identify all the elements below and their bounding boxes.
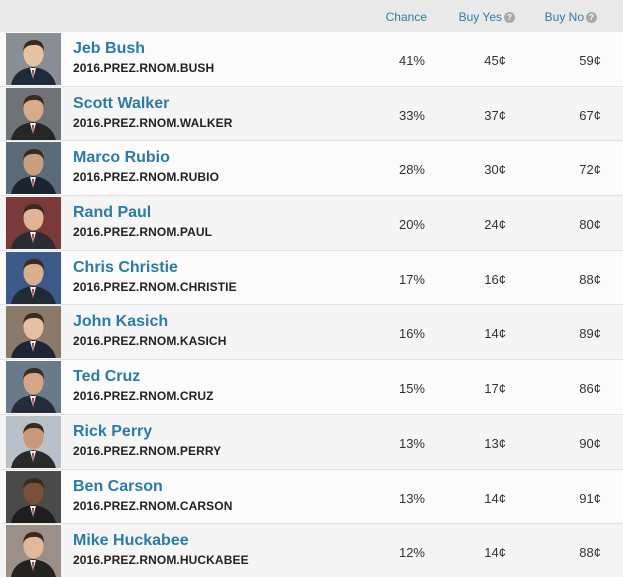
table-row[interactable]: Ted Cruz 2016.PREZ.RNOM.CRUZ 15% 17¢ 86¢ bbox=[0, 360, 623, 415]
contract-ticker: 2016.PREZ.RNOM.WALKER bbox=[73, 115, 233, 130]
buy-no-price[interactable]: 86¢ bbox=[579, 381, 601, 397]
contract-ticker: 2016.PREZ.RNOM.CHRISTIE bbox=[73, 279, 237, 294]
candidate-photo bbox=[6, 197, 61, 250]
table-header: Chance Buy Yes? Buy No? bbox=[0, 0, 623, 32]
buy-yes-price[interactable]: 24¢ bbox=[484, 217, 506, 233]
avatar bbox=[6, 87, 61, 140]
candidate-photo bbox=[6, 361, 61, 414]
table-row[interactable]: Rick Perry 2016.PREZ.RNOM.PERRY 13% 13¢ … bbox=[0, 414, 623, 470]
candidate-name-link[interactable]: Mike Huckabee bbox=[73, 532, 189, 550]
buy-yes-price[interactable]: 14¢ bbox=[484, 326, 506, 342]
candidate-name-link[interactable]: Scott Walker bbox=[73, 94, 170, 112]
table-row[interactable]: Jeb Bush 2016.PREZ.RNOM.BUSH 41% 45¢ 59¢ bbox=[0, 32, 623, 87]
chance-value: 15% bbox=[398, 381, 425, 397]
buy-no-price[interactable]: 59¢ bbox=[579, 53, 601, 68]
chance-value: 13% bbox=[398, 490, 425, 506]
table-body: Jeb Bush 2016.PREZ.RNOM.BUSH 41% 45¢ 59¢… bbox=[0, 32, 623, 577]
avatar bbox=[6, 197, 61, 250]
column-header-buy-yes[interactable]: Buy Yes? bbox=[459, 10, 515, 24]
avatar bbox=[6, 470, 61, 523]
contract-ticker: 2016.PREZ.RNOM.RUBIO bbox=[73, 170, 220, 185]
candidate-photo bbox=[6, 415, 61, 468]
buy-no-price[interactable]: 88¢ bbox=[579, 271, 601, 287]
column-header-chance[interactable]: Chance bbox=[385, 10, 427, 24]
chance-value: 17% bbox=[398, 271, 425, 287]
avatar bbox=[6, 525, 61, 577]
column-header-buy-no-label: Buy No bbox=[544, 10, 584, 24]
avatar bbox=[6, 361, 61, 414]
chance-value: 12% bbox=[398, 545, 425, 561]
buy-yes-price[interactable]: 14¢ bbox=[484, 545, 506, 561]
chance-value: 41% bbox=[398, 53, 425, 68]
buy-no-price[interactable]: 90¢ bbox=[579, 435, 601, 451]
buy-yes-price[interactable]: 17¢ bbox=[484, 381, 506, 397]
column-header-buy-no[interactable]: Buy No? bbox=[545, 10, 597, 24]
candidate-name-link[interactable]: Ted Cruz bbox=[73, 368, 141, 386]
chance-value: 16% bbox=[398, 326, 425, 342]
buy-yes-price[interactable]: 14¢ bbox=[484, 490, 506, 506]
candidate-photo bbox=[6, 306, 61, 359]
buy-no-price[interactable]: 72¢ bbox=[579, 162, 601, 178]
candidate-photo bbox=[6, 470, 61, 523]
avatar bbox=[6, 33, 61, 85]
contract-ticker: 2016.PREZ.RNOM.PERRY bbox=[73, 443, 222, 458]
candidate-photo bbox=[6, 87, 61, 140]
help-icon[interactable]: ? bbox=[504, 12, 515, 23]
candidate-name-link[interactable]: Marco Rubio bbox=[73, 149, 170, 167]
avatar bbox=[6, 251, 61, 304]
table-row[interactable]: Chris Christie 2016.PREZ.RNOM.CHRISTIE 1… bbox=[0, 250, 623, 306]
avatar bbox=[6, 306, 61, 359]
table-row[interactable]: Scott Walker 2016.PREZ.RNOM.WALKER 33% 3… bbox=[0, 86, 623, 142]
table-row[interactable]: Marco Rubio 2016.PREZ.RNOM.RUBIO 28% 30¢… bbox=[0, 141, 623, 197]
table-row[interactable]: John Kasich 2016.PREZ.RNOM.KASICH 16% 14… bbox=[0, 305, 623, 361]
buy-yes-price[interactable]: 16¢ bbox=[484, 271, 506, 287]
table-row[interactable]: Mike Huckabee 2016.PREZ.RNOM.HUCKABEE 12… bbox=[0, 524, 623, 577]
contract-ticker: 2016.PREZ.RNOM.PAUL bbox=[73, 225, 213, 240]
candidate-photo bbox=[6, 142, 61, 195]
buy-yes-price[interactable]: 45¢ bbox=[484, 53, 506, 68]
candidate-name-link[interactable]: Ben Carson bbox=[73, 477, 163, 495]
candidate-name-link[interactable]: Rand Paul bbox=[73, 204, 152, 222]
chance-value: 33% bbox=[398, 107, 425, 123]
contract-ticker: 2016.PREZ.RNOM.HUCKABEE bbox=[73, 553, 249, 568]
candidate-name-link[interactable]: Rick Perry bbox=[73, 422, 153, 440]
column-header-buy-yes-label: Buy Yes bbox=[458, 10, 502, 24]
contract-ticker: 2016.PREZ.RNOM.BUSH bbox=[73, 61, 215, 75]
buy-no-price[interactable]: 67¢ bbox=[579, 107, 601, 123]
table-row[interactable]: Ben Carson 2016.PREZ.RNOM.CARSON 13% 14¢… bbox=[0, 469, 623, 525]
candidate-photo bbox=[6, 251, 61, 304]
avatar bbox=[6, 415, 61, 468]
buy-no-price[interactable]: 89¢ bbox=[579, 326, 601, 342]
candidate-name-link[interactable]: Jeb Bush bbox=[73, 40, 146, 57]
buy-yes-price[interactable]: 37¢ bbox=[484, 107, 506, 123]
candidate-photo bbox=[6, 525, 61, 577]
buy-no-price[interactable]: 91¢ bbox=[579, 490, 601, 506]
buy-yes-price[interactable]: 30¢ bbox=[484, 162, 506, 178]
chance-value: 28% bbox=[398, 162, 425, 178]
contract-ticker: 2016.PREZ.RNOM.CARSON bbox=[73, 498, 233, 513]
candidate-name-link[interactable]: John Kasich bbox=[73, 313, 169, 331]
avatar bbox=[6, 142, 61, 195]
help-icon[interactable]: ? bbox=[586, 12, 597, 23]
buy-yes-price[interactable]: 13¢ bbox=[484, 435, 506, 451]
candidate-photo bbox=[6, 33, 61, 85]
contract-ticker: 2016.PREZ.RNOM.KASICH bbox=[73, 334, 227, 349]
candidate-name-link[interactable]: Chris Christie bbox=[73, 258, 178, 276]
chance-value: 13% bbox=[398, 435, 425, 451]
buy-no-price[interactable]: 80¢ bbox=[579, 217, 601, 233]
table-row[interactable]: Rand Paul 2016.PREZ.RNOM.PAUL 20% 24¢ 80… bbox=[0, 196, 623, 251]
contract-ticker: 2016.PREZ.RNOM.CRUZ bbox=[73, 389, 214, 404]
chance-value: 20% bbox=[398, 217, 425, 233]
buy-no-price[interactable]: 88¢ bbox=[579, 545, 601, 561]
